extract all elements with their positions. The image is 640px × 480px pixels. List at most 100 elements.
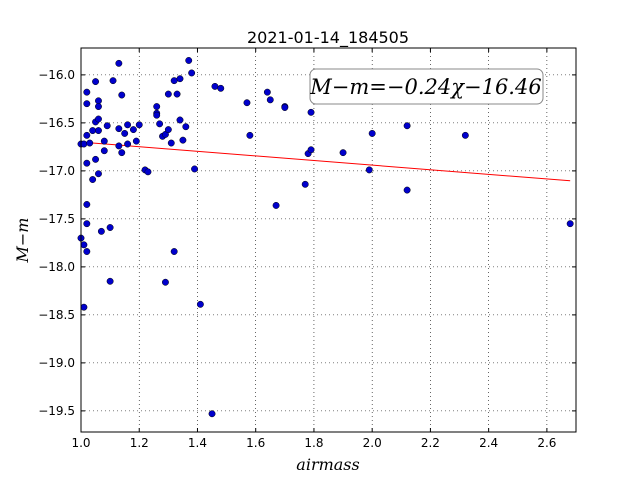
data-point: [109, 77, 117, 85]
data-point: [164, 90, 172, 98]
data-point: [173, 90, 181, 98]
data-point: [118, 149, 126, 157]
data-point: [167, 139, 175, 147]
ticks-layer: 1.0 1.2 1.4 1.6 1.8 2.0 2.2 2.4 2.6 −16.0 −16.5 −17…: [38, 48, 576, 450]
data-point: [115, 142, 123, 150]
data-point: [191, 165, 199, 173]
data-point: [89, 127, 97, 135]
fit-annotation-box: [309, 68, 544, 105]
data-point: [95, 170, 102, 178]
x-tick-label: 1.0: [71, 436, 90, 450]
y-axis-label: M−m: [13, 218, 32, 264]
y-tick-label: −19.0: [38, 356, 75, 370]
data-point: [263, 88, 271, 96]
data-point: [307, 146, 315, 154]
y-tick-label: −17.0: [38, 164, 75, 178]
data-point: [176, 75, 184, 83]
data-point: [95, 115, 102, 123]
data-point: [301, 180, 309, 188]
data-point: [106, 224, 114, 231]
data-point: [461, 131, 469, 139]
data-point: [100, 147, 108, 155]
data-point: [566, 220, 574, 228]
data-point: [83, 201, 91, 208]
y-tick-label: −16.5: [38, 116, 75, 130]
x-tick-label: 2.2: [421, 436, 440, 450]
plot-frame: [80, 47, 577, 433]
data-point: [156, 120, 164, 128]
data-point: [281, 104, 289, 111]
fit-annotation: M−m=−0.24χ−16.46: [309, 68, 544, 105]
data-point: [246, 131, 254, 139]
data-point: [80, 303, 88, 311]
data-point: [403, 122, 411, 130]
x-axis-label: airmass: [296, 455, 359, 474]
grid: [81, 48, 576, 432]
data-point: [124, 140, 132, 148]
data-point: [83, 131, 91, 139]
data-point: [132, 137, 140, 145]
data-point: [164, 126, 172, 134]
data-point: [83, 159, 91, 167]
data-point: [100, 137, 108, 145]
data-point: [153, 111, 161, 119]
x-tick-label: 2.0: [363, 436, 382, 450]
data-point: [115, 59, 123, 67]
data-point: [307, 108, 315, 116]
fit-equation: M−m=−0.24χ−16.46: [309, 75, 541, 99]
y-tick-label: −18.5: [38, 308, 75, 322]
data-point: [80, 241, 88, 249]
x-tick-label: 2.6: [537, 436, 556, 450]
data-point: [92, 78, 100, 86]
data-point: [135, 121, 143, 129]
fit-line-layer: [80, 141, 571, 182]
data-point: [106, 277, 114, 285]
data-point: [97, 227, 105, 235]
y-tick-label: −18.0: [38, 260, 75, 274]
data-point: [196, 300, 204, 308]
data-point: [83, 248, 91, 255]
data-point: [118, 91, 126, 99]
x-tick-label: 1.4: [188, 436, 207, 450]
data-point: [266, 96, 274, 104]
data-point: [188, 69, 196, 77]
data-point: [217, 84, 225, 92]
chart-title: 2021-01-14_184505: [247, 28, 409, 48]
data-point: [368, 129, 376, 137]
y-tick-label: −19.5: [38, 404, 75, 418]
data-point: [179, 136, 187, 144]
data-point: [144, 168, 152, 176]
x-tick-label: 1.8: [304, 436, 323, 450]
data-point: [92, 155, 100, 163]
data-point: [95, 97, 102, 105]
data-point: [83, 220, 91, 228]
data-point: [365, 166, 373, 174]
plot-area: [81, 48, 576, 432]
data-point: [95, 127, 102, 135]
data-point: [89, 176, 97, 183]
data-point: [86, 139, 94, 147]
data-point: [161, 278, 169, 286]
data-point: [403, 186, 411, 194]
data-point: [208, 410, 216, 418]
data-point: [83, 100, 91, 108]
data-point: [211, 82, 219, 90]
y-tick-label: −17.5: [38, 212, 75, 226]
data-point: [176, 116, 184, 124]
x-tick-label: 2.4: [479, 436, 498, 450]
data-point: [272, 201, 280, 209]
data-point: [95, 103, 102, 111]
y-tick-label: −16.0: [38, 68, 75, 82]
data-point: [83, 88, 91, 96]
data-point: [115, 125, 123, 133]
data-point: [124, 121, 132, 129]
data-point: [80, 140, 88, 148]
data-point: [339, 149, 347, 157]
data-point: [185, 57, 193, 64]
data-point: [182, 123, 190, 131]
data-point: [103, 122, 111, 130]
x-tick-label: 1.2: [130, 436, 149, 450]
data-point: [129, 126, 137, 134]
data-point: [153, 103, 161, 111]
